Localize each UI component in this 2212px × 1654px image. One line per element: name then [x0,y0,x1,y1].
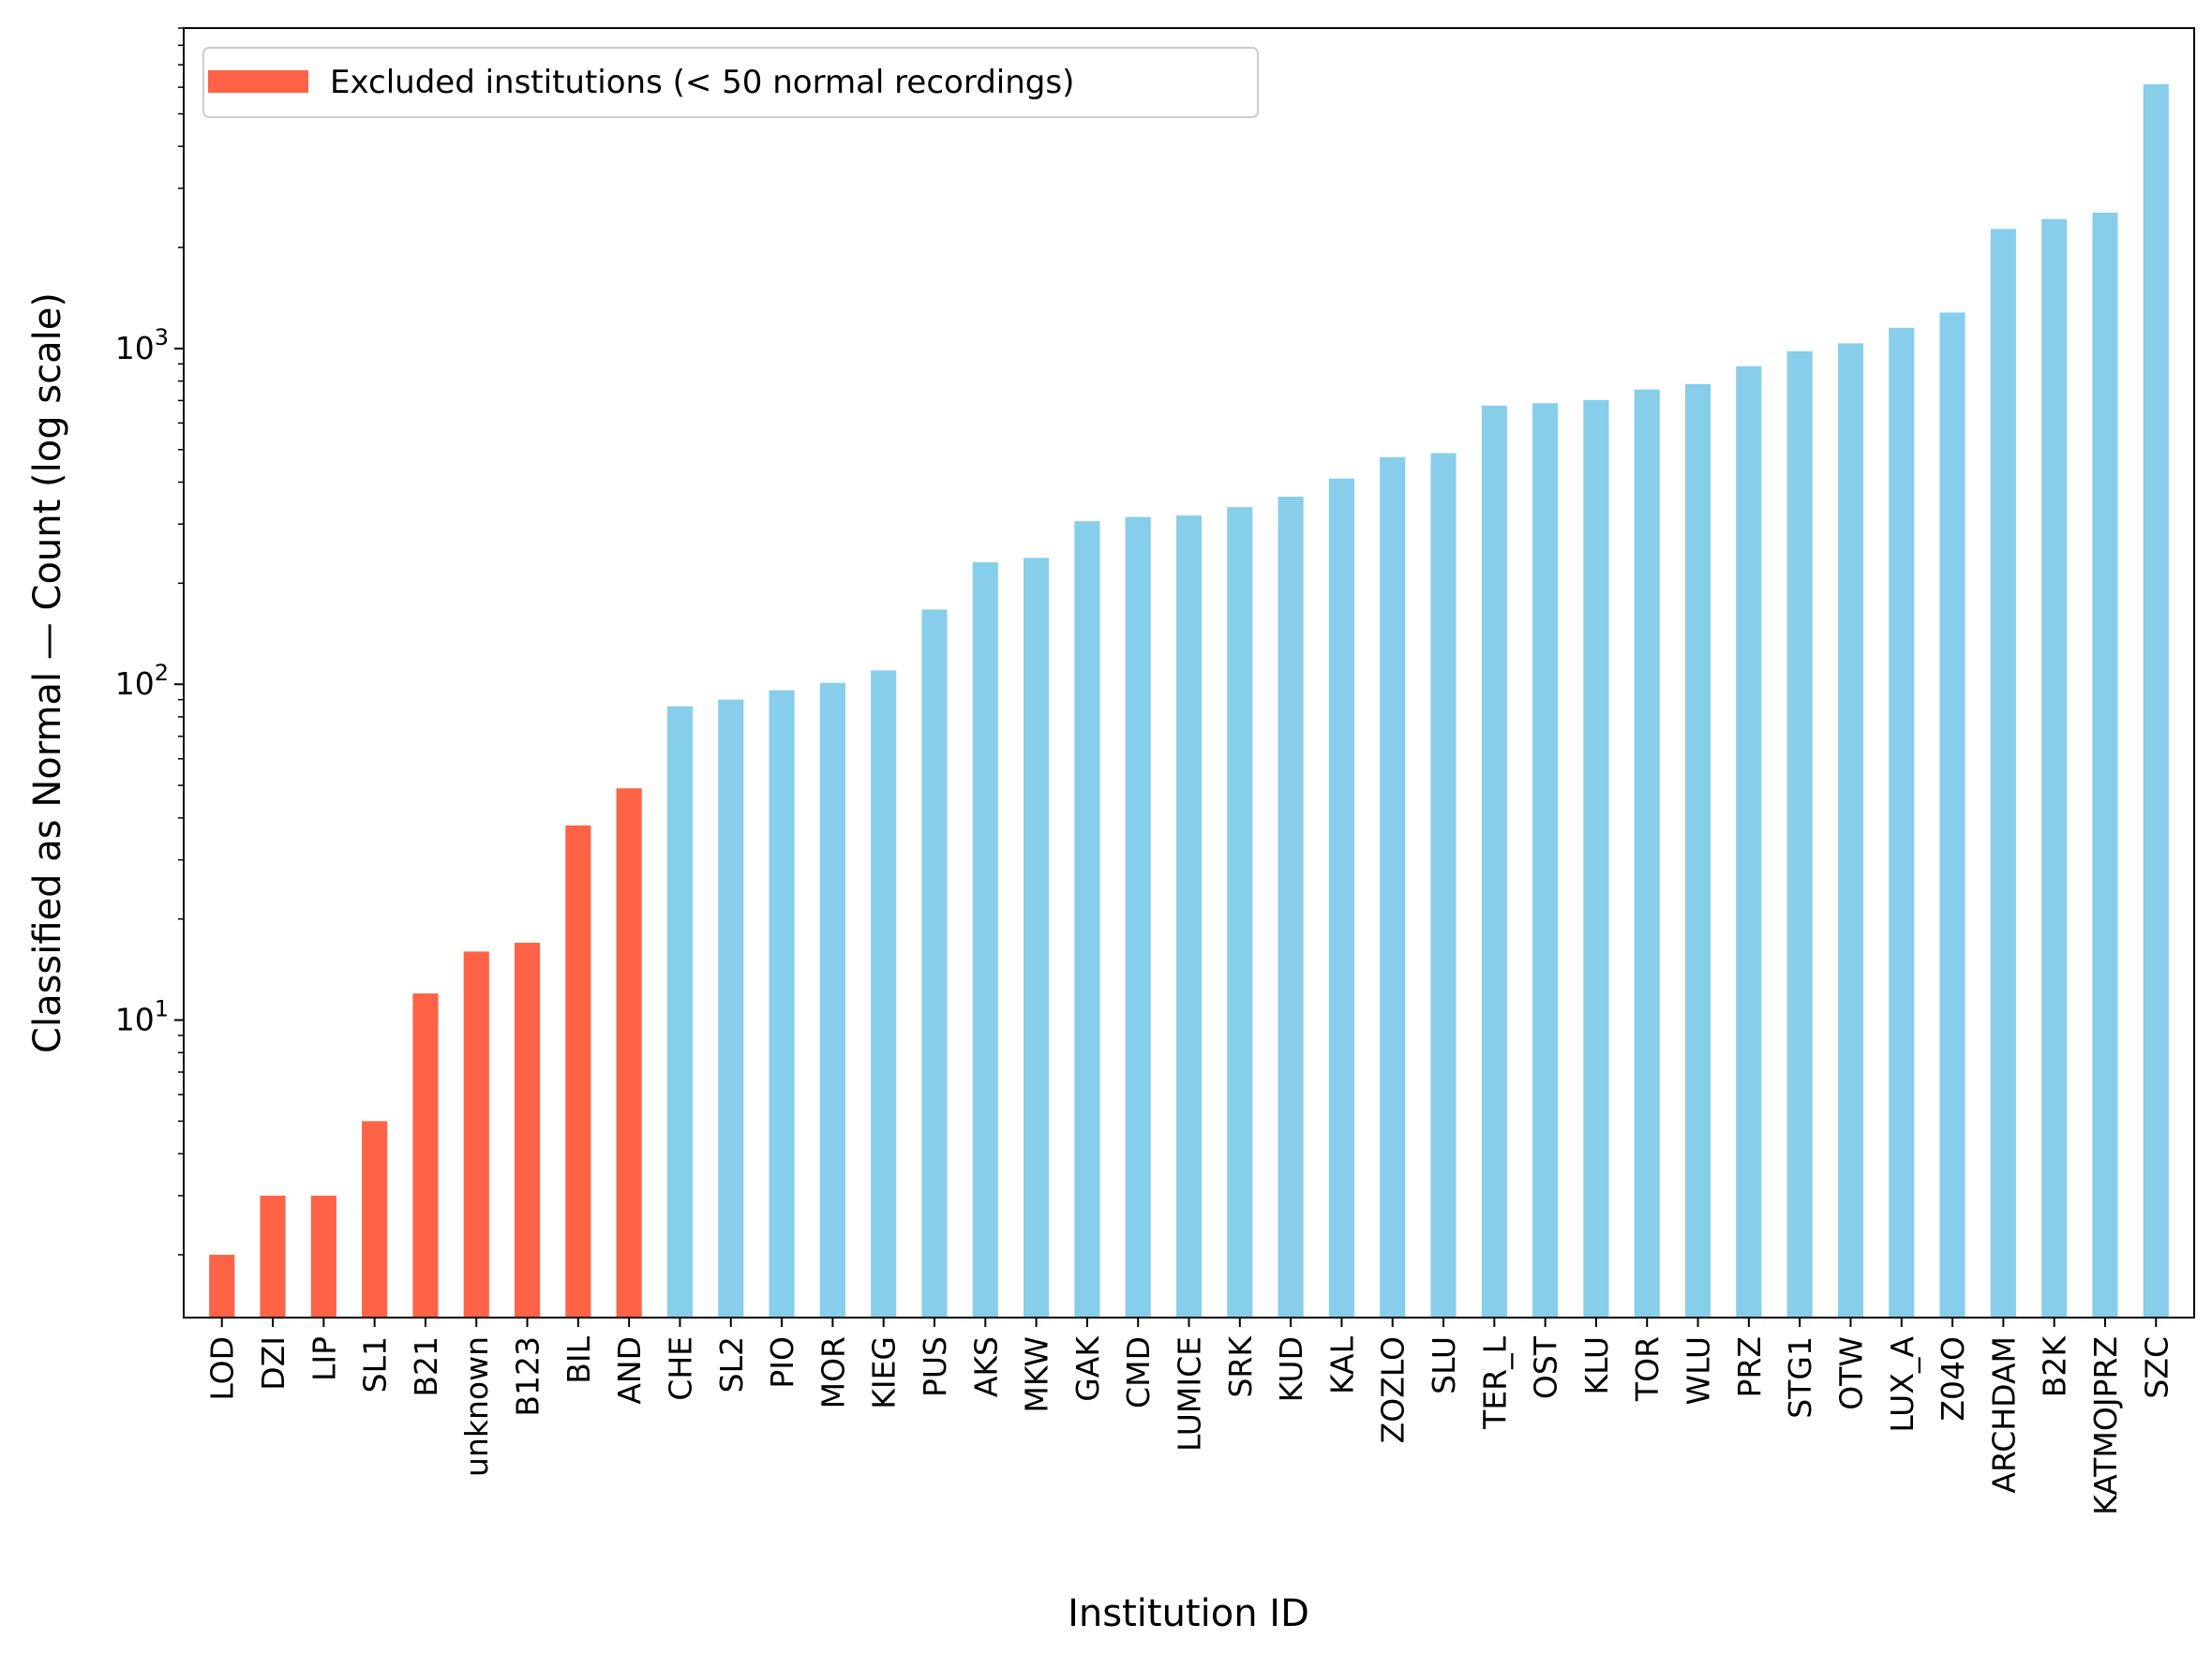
bar-OST [1532,403,1559,1318]
bar-KATMOJPRZ [2092,212,2118,1318]
bar-PIO [769,690,795,1318]
x-tick-label: KLU [1578,1336,1615,1395]
x-tick-label: GAK [1069,1335,1106,1402]
bar-SRK [1227,507,1253,1318]
bar-KLU [1583,399,1609,1318]
x-tick-label: CMD [1120,1336,1157,1408]
bar-B123 [514,942,541,1318]
bar-PUS [921,609,948,1318]
x-tick-label: SRK [1222,1335,1259,1398]
legend: Excluded institutions (< 50 normal recor… [202,47,1259,118]
bar-DZI [260,1195,286,1318]
bar-AKS [972,561,998,1318]
bar-LIP [310,1195,336,1318]
x-tick-label: LUMICE [1172,1336,1208,1452]
bar-AND [616,788,642,1318]
bar-TOR [1634,389,1660,1318]
x-tick-label: PRZ [1731,1336,1768,1397]
bar-LUMICE [1175,515,1203,1318]
x-tick-label: ZOZLO [1375,1336,1412,1443]
x-tick-label: SZC [2138,1336,2175,1399]
plot-frame [183,27,2195,1319]
x-tick-label: AKS [967,1336,1004,1397]
y-tick-label: 101 [115,996,169,1038]
bars [209,83,2169,1319]
x-tick-label: PUS [917,1336,953,1397]
x-tick-label: KATMOJPRZ [2087,1336,2124,1515]
bar-CHE [666,706,694,1318]
x-tick-label: LIP [306,1336,342,1381]
bar-KIEG [871,670,897,1318]
bar-B2K [2041,218,2068,1318]
y-tick-label: 102 [115,660,169,702]
bar-SLU [1430,453,1457,1318]
x-tick-label: PIO [764,1336,800,1389]
x-tick-label: WLU [1681,1336,1717,1406]
x-tick-label: TOR [1629,1336,1666,1402]
x-tick-label: CHE [662,1336,698,1401]
bar-ARCHDAM [1990,229,2016,1319]
x-tick-label: OST [1528,1335,1564,1399]
x-tick-label: MKW [1019,1336,1055,1413]
x-tick-label: TER_L [1476,1335,1513,1429]
bar-ZOZLO [1380,456,1406,1318]
bar-MOR [819,682,845,1318]
x-tick-label: LOD [204,1336,241,1401]
bar-WLU [1684,383,1711,1318]
y-axis-ticks: 101 102 103 [115,27,184,1256]
bar-OTW [1837,343,1864,1319]
x-tick-label: BIL [560,1335,597,1383]
bar-KAL [1328,478,1354,1318]
x-tick-label: SLU [1426,1336,1462,1394]
x-tick-label: OTW [1832,1336,1869,1410]
bar-LOD [209,1254,235,1318]
bar-LUX_A [1889,327,1915,1319]
bar-TER_L [1481,405,1507,1318]
y-axis-title: Classified as Normal — Count (log scale) [26,292,69,1053]
bar-BIL [565,825,591,1318]
bar-unknown [463,951,489,1318]
x-tick-label: B2K [2037,1335,2073,1398]
x-tick-label: DZI [255,1336,291,1391]
x-tick-label: KIEG [866,1336,903,1409]
bar-STG1 [1786,350,1813,1318]
bar-CMD [1125,516,1151,1318]
x-tick-label: MOR [815,1336,851,1408]
x-tick-label: AND [611,1336,648,1405]
x-tick-label: KAL [1323,1335,1360,1394]
bar-B21 [412,993,439,1318]
x-tick-label: STG1 [1782,1336,1818,1419]
legend-label: Excluded institutions (< 50 normal recor… [330,64,1074,101]
bar-GAK [1074,521,1100,1318]
x-tick-label: ARCHDAM [1985,1336,2022,1494]
bar-MKW [1024,558,1050,1318]
x-tick-label: unknown [458,1336,495,1477]
bar-SL1 [362,1121,388,1318]
bar-KUD [1278,497,1304,1318]
bar-SZC [2143,83,2169,1318]
x-axis-title: Institution ID [1068,1592,1309,1635]
x-tick-label: Z04O [1935,1336,1971,1422]
legend-swatch [208,70,308,93]
x-tick-label: SL2 [713,1336,750,1393]
bar-PRZ [1736,365,1762,1318]
x-tick-label: KUD [1273,1336,1309,1402]
x-axis-ticks: LOD DZI LIP SL1 B21 unknown B123 BIL AND CHE SL2 PI… [204,1318,2175,1515]
x-tick-label: SL1 [357,1336,394,1393]
bar-SL2 [718,699,744,1318]
y-tick-label: 103 [115,324,169,366]
x-tick-label: B21 [408,1336,444,1397]
bar-Z04O [1939,312,1965,1318]
x-tick-label: B123 [510,1336,546,1417]
legend-frame [202,47,1259,118]
x-tick-label: LUX_A [1884,1336,1921,1433]
